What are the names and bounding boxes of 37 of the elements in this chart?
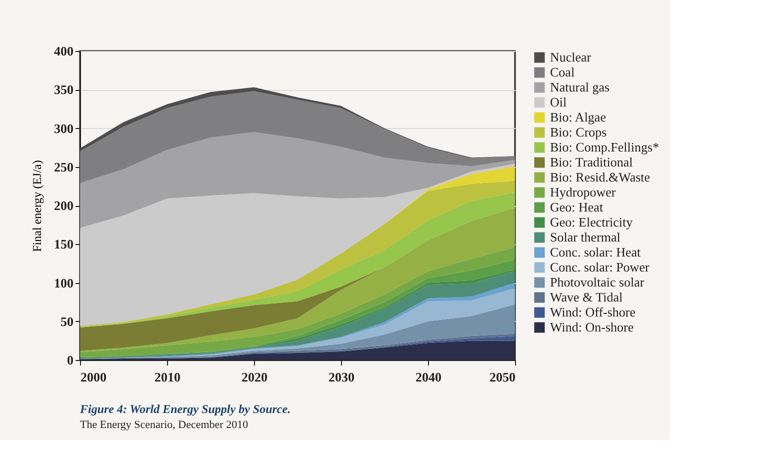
x-tick-label: 2000 [80, 370, 106, 384]
y-tick-label: 300 [54, 120, 74, 136]
y-tick-label: 0 [67, 352, 74, 368]
legend-label: Natural gas [550, 80, 610, 94]
x-tick-label: 2040 [416, 370, 442, 384]
legend-label: Coal [550, 64, 575, 80]
legend-label: Bio: Crops [550, 124, 607, 140]
legend-label: Bio: Resid.&Waste [550, 170, 650, 184]
y-tick-label: 100 [54, 275, 74, 290]
legend-label: Oil [550, 94, 567, 110]
legend-label: Bio: Traditional [550, 154, 634, 170]
legend-label: Hydropower [550, 184, 616, 200]
y-tick-label: 50 [60, 314, 74, 329]
y-tick-label: 150 [54, 236, 74, 252]
x-tick-label: 2050 [490, 370, 516, 384]
legend-label: Geo: Heat [550, 200, 604, 214]
y-tick-label: 350 [54, 82, 74, 98]
legend-label: Wind: On-shore [550, 320, 634, 334]
y-axis-title: Final energy (EJ/a) [30, 160, 44, 252]
legend-label: Photovoltaic solar [550, 274, 645, 290]
y-tick-label: 200 [54, 198, 74, 213]
legend-label: Wave & Tidal [550, 290, 624, 304]
legend-label: Wind: Off-shore [550, 304, 636, 320]
text: Figure 4: World Energy Supply by Source. [79, 402, 291, 416]
legend-label: Bio: Comp.Fellings* [550, 140, 660, 154]
y-tick-label: 400 [54, 44, 74, 58]
legend-label: Geo: Electricity [550, 214, 634, 230]
x-tick-label: 2020 [242, 370, 268, 384]
x-tick-label: 2030 [328, 370, 354, 384]
legend-label: Bio: Algae [550, 110, 606, 124]
x-tick-label: 2010 [154, 370, 180, 384]
legend-label: Solar thermal [550, 230, 621, 244]
text: The Energy Scenario, December 2010 [80, 419, 249, 431]
legend-label: Conc. solar: Heat [550, 244, 641, 260]
legend-label: Nuclear [550, 50, 592, 64]
y-tick-label: 250 [54, 159, 74, 174]
legend-label: Conc. solar: Power [550, 260, 650, 274]
